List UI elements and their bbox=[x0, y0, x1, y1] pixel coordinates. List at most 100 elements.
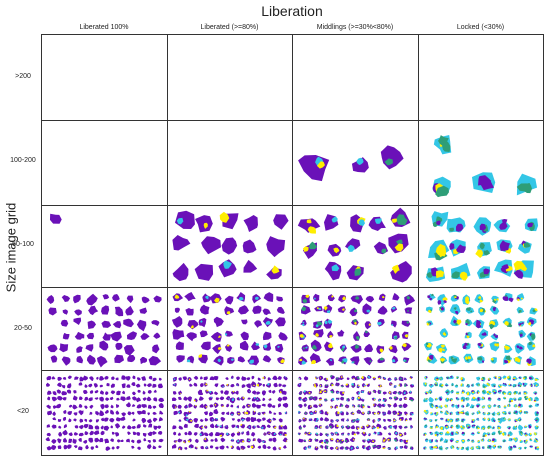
particle bbox=[350, 425, 356, 430]
particle bbox=[62, 417, 67, 421]
particle bbox=[277, 396, 283, 402]
mineral-inclusion bbox=[504, 377, 506, 380]
mineral-inclusion bbox=[460, 447, 463, 449]
mineral-inclusion bbox=[491, 433, 494, 436]
mineral-inclusion bbox=[502, 440, 505, 443]
mineral-inclusion bbox=[461, 420, 464, 423]
mineral-inclusion bbox=[466, 392, 470, 395]
mineral-inclusion bbox=[269, 378, 271, 380]
particle bbox=[67, 444, 72, 449]
particle bbox=[198, 425, 204, 431]
mineral-inclusion bbox=[332, 397, 335, 401]
mineral-inclusion bbox=[199, 433, 203, 436]
mineral-inclusion bbox=[379, 391, 381, 394]
mineral-inclusion bbox=[226, 384, 229, 386]
mineral-inclusion bbox=[188, 378, 191, 380]
particle bbox=[103, 425, 110, 431]
mineral-inclusion bbox=[494, 377, 497, 379]
mineral-inclusion bbox=[442, 297, 448, 302]
particle bbox=[188, 403, 194, 408]
particle bbox=[99, 438, 104, 443]
mineral-inclusion bbox=[465, 307, 471, 311]
particle bbox=[76, 355, 84, 364]
mineral-inclusion bbox=[406, 413, 408, 416]
mineral-inclusion bbox=[308, 439, 311, 442]
mineral-inclusion bbox=[531, 383, 533, 386]
particle bbox=[171, 403, 178, 410]
mineral-inclusion bbox=[314, 438, 317, 441]
mineral-inclusion bbox=[205, 383, 208, 386]
mineral-inclusion bbox=[441, 428, 443, 430]
mineral-inclusion bbox=[472, 432, 474, 434]
mineral-inclusion bbox=[468, 386, 470, 388]
mineral-inclusion bbox=[314, 297, 316, 300]
particle bbox=[147, 390, 152, 394]
particle bbox=[194, 423, 199, 429]
mineral-inclusion bbox=[326, 391, 328, 393]
mineral-inclusion bbox=[464, 342, 468, 347]
mineral-inclusion bbox=[537, 446, 539, 449]
mineral-inclusion bbox=[486, 412, 489, 414]
particle bbox=[122, 390, 126, 395]
mineral-inclusion bbox=[409, 446, 412, 448]
mineral-inclusion bbox=[198, 354, 203, 358]
mineral-inclusion bbox=[377, 321, 382, 326]
particle bbox=[241, 384, 246, 388]
particle bbox=[250, 416, 257, 423]
particle bbox=[278, 418, 283, 423]
mineral-inclusion bbox=[327, 342, 333, 348]
particle bbox=[136, 410, 143, 415]
mineral-inclusion bbox=[347, 434, 349, 435]
mineral-inclusion bbox=[492, 427, 495, 429]
mineral-inclusion bbox=[482, 406, 485, 409]
mineral-inclusion bbox=[403, 359, 406, 362]
mineral-inclusion bbox=[406, 295, 411, 300]
mineral-inclusion bbox=[308, 241, 318, 250]
mineral-inclusion bbox=[367, 438, 370, 442]
particle bbox=[272, 375, 278, 381]
mineral-inclusion bbox=[367, 433, 370, 435]
mineral-inclusion bbox=[446, 397, 449, 400]
mineral-inclusion bbox=[457, 404, 460, 407]
mineral-inclusion bbox=[362, 398, 364, 401]
particle bbox=[148, 375, 153, 380]
particle bbox=[62, 332, 70, 340]
particle bbox=[365, 445, 371, 451]
particle bbox=[193, 375, 199, 380]
particle bbox=[114, 306, 124, 317]
mineral-inclusion bbox=[493, 433, 496, 435]
mineral-inclusion bbox=[472, 448, 474, 450]
mineral-inclusion bbox=[434, 433, 438, 437]
particle bbox=[109, 396, 114, 401]
particle bbox=[46, 432, 51, 437]
mineral-inclusion bbox=[302, 321, 305, 324]
mineral-inclusion bbox=[382, 378, 385, 380]
mineral-inclusion bbox=[519, 377, 521, 380]
particle bbox=[214, 423, 219, 429]
mineral-inclusion bbox=[308, 396, 311, 399]
particle bbox=[392, 425, 398, 430]
mineral-inclusion bbox=[439, 432, 441, 434]
particle bbox=[57, 445, 62, 450]
mineral-inclusion bbox=[325, 398, 328, 401]
mineral-inclusion bbox=[525, 434, 528, 437]
particle bbox=[111, 376, 115, 380]
mineral-inclusion bbox=[461, 431, 465, 435]
mineral-inclusion bbox=[466, 447, 468, 448]
particle bbox=[371, 397, 376, 401]
particle bbox=[88, 419, 93, 423]
particle bbox=[301, 344, 309, 352]
mineral-inclusion bbox=[431, 446, 433, 449]
particle bbox=[403, 445, 408, 449]
mineral-inclusion bbox=[378, 377, 381, 380]
mineral-inclusion bbox=[439, 306, 442, 310]
particle bbox=[158, 402, 164, 409]
mineral-inclusion bbox=[483, 397, 485, 399]
mineral-inclusion bbox=[504, 405, 506, 408]
mineral-inclusion bbox=[520, 264, 528, 272]
mineral-inclusion bbox=[509, 400, 512, 403]
mineral-inclusion bbox=[491, 427, 493, 429]
mineral-inclusion bbox=[267, 383, 270, 386]
mineral-inclusion bbox=[450, 398, 452, 400]
mineral-inclusion bbox=[271, 265, 280, 274]
